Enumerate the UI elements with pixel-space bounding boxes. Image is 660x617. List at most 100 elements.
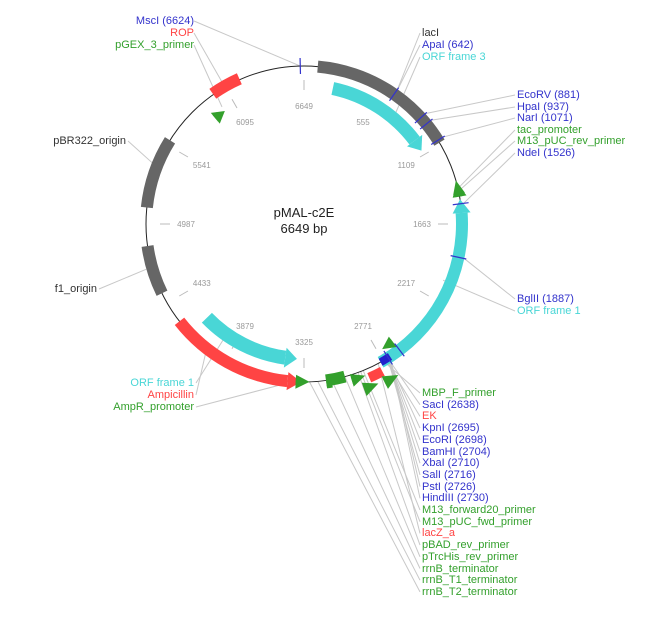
tick-label: 1663: [413, 220, 431, 229]
leader-line: [458, 140, 516, 192]
label-ndei-1526[interactable]: NdeI (1526): [517, 147, 576, 159]
label-msci-6624[interactable]: MscI (6624): [135, 15, 194, 27]
label-orf-frame-1[interactable]: ORF frame 1: [517, 305, 581, 317]
leader-line: [193, 32, 224, 84]
restriction-site-tick: [419, 118, 433, 130]
m13-rev-primer-arrowhead: [453, 180, 465, 195]
label-mbp-f-primer[interactable]: MBP_F_primer: [422, 387, 496, 399]
pBR322-origin-feature: [140, 137, 176, 209]
orf-frame-1-right-arrowhead: [452, 199, 471, 214]
label-bamhi-2704[interactable]: BamHI (2704): [422, 445, 491, 458]
ampr-promoter-feature-arrowhead: [295, 374, 310, 389]
label-m13-puc-fwd-primer[interactable]: M13_pUC_fwd_primer: [422, 515, 533, 528]
ampicillin-feature: [174, 317, 289, 388]
label-f1-origin[interactable]: f1_origin: [54, 283, 97, 295]
leader-line: [357, 372, 421, 546]
restriction-site-tick: [383, 350, 393, 365]
plasmid-name: pMAL-c2E: [273, 205, 335, 220]
leader-line: [309, 381, 421, 593]
leader-line: [442, 117, 516, 138]
leader-line: [330, 379, 421, 569]
label-xbai-2710[interactable]: XbaI (2710): [422, 457, 480, 470]
label-hpai-937[interactable]: HpaI (937): [517, 100, 569, 113]
tick-mark: [179, 151, 189, 158]
restriction-site-tick: [450, 255, 467, 260]
tick-label: 4987: [177, 220, 195, 229]
label-rrnb-terminator[interactable]: rrnB_terminator: [422, 562, 499, 575]
tick-label: 6095: [236, 118, 254, 127]
mcs-site-block: [378, 353, 393, 366]
label-ptrchis-rev-primer[interactable]: pTrcHis_rev_primer: [422, 550, 519, 563]
label-ampr-promoter[interactable]: AmpR_promoter: [113, 401, 194, 413]
label-orf-frame-3[interactable]: ORF frame 3: [422, 51, 486, 63]
label-orf-frame-1[interactable]: ORF frame 1: [130, 377, 194, 389]
leader-line: [195, 381, 294, 408]
f1-origin-feature: [141, 245, 168, 296]
label-m13-forward20-primer[interactable]: M13_forward20_primer: [422, 504, 536, 516]
leader-line: [457, 129, 516, 189]
label-rrnb-t1-terminator[interactable]: rrnB_T1_terminator: [422, 574, 518, 587]
label-ecori-2698[interactable]: EcoRI (2698): [422, 433, 487, 446]
restriction-site-tick: [452, 202, 469, 206]
leader-line: [397, 32, 421, 90]
leader-line: [387, 357, 421, 405]
label-bglii-1887[interactable]: BglII (1887): [517, 293, 574, 305]
label-sali-2716[interactable]: SalI (2716): [422, 468, 476, 481]
label-hindiii-2730[interactable]: HindIII (2730): [422, 492, 489, 505]
tick-mark: [179, 290, 189, 297]
tick-label: 555: [356, 118, 370, 127]
label-rrnb-t2-terminator[interactable]: rrnB_T2_terminator: [422, 585, 518, 598]
tick-label: 3879: [236, 322, 254, 331]
tick-label: 2771: [354, 322, 372, 331]
orf-frame-3-arrowhead: [407, 134, 423, 151]
leader-line: [387, 357, 421, 452]
restriction-site-tick: [430, 135, 446, 145]
restriction-site-tick: [394, 343, 405, 357]
tick-mark: [419, 151, 429, 158]
label-pbr322-origin[interactable]: pBR322_origin: [53, 135, 126, 147]
restriction-site-tick: [389, 87, 400, 102]
label-laci[interactable]: lacI: [422, 27, 440, 39]
label-tac-promoter[interactable]: tac_promoter: [517, 123, 582, 136]
label-apai-642[interactable]: ApaI (642): [422, 39, 474, 51]
tick-mark: [231, 99, 238, 109]
label-ampicillin[interactable]: Ampicillin: [147, 389, 194, 401]
tick-label: 5541: [193, 161, 211, 170]
orf-frame-1-right: [377, 212, 468, 368]
label-lacz-a[interactable]: lacZ_a: [422, 527, 456, 540]
leader-line: [398, 44, 421, 88]
tick-label: 3325: [295, 338, 313, 347]
label-kpni-2695[interactable]: KpnI (2695): [422, 422, 480, 435]
label-nari-1071[interactable]: NarI (1071): [517, 112, 573, 125]
leader-line: [98, 268, 147, 290]
label-ecorv-881[interactable]: EcoRV (881): [517, 89, 580, 101]
label-pbad-rev-primer[interactable]: pBAD_rev_primer: [422, 539, 510, 552]
mbp-primer-arrowhead: [381, 374, 399, 389]
leader-line: [393, 56, 421, 117]
tick-mark: [370, 339, 377, 349]
leader-line: [362, 370, 421, 511]
label-saci-2638[interactable]: SacI (2638): [422, 398, 479, 411]
leader-line: [193, 20, 301, 67]
leader-line: [430, 106, 516, 121]
tick-mark: [419, 290, 429, 297]
leader-line: [344, 376, 421, 557]
rrnB-T1-feature: [326, 380, 333, 389]
label-m13-puc-rev-primer[interactable]: M13_pUC_rev_primer: [517, 135, 626, 148]
ampicillin-feature-arrowhead: [286, 372, 302, 391]
label-ek[interactable]: EK: [422, 410, 437, 423]
leader-line: [317, 381, 421, 581]
leader-line: [377, 363, 421, 534]
leader-line: [360, 371, 421, 522]
plasmid-length: 6649 bp: [280, 221, 328, 236]
label-rop[interactable]: ROP: [170, 27, 194, 39]
label-pgex-3-primer[interactable]: pGEX_3_primer: [115, 39, 194, 51]
label-psti-2726[interactable]: PstI (2726): [422, 480, 476, 493]
leader-line: [195, 348, 208, 396]
orf-frame-3: [331, 82, 420, 145]
restriction-site-tick: [414, 111, 428, 124]
tick-label: 1109: [398, 161, 416, 170]
leader-line: [425, 94, 516, 115]
